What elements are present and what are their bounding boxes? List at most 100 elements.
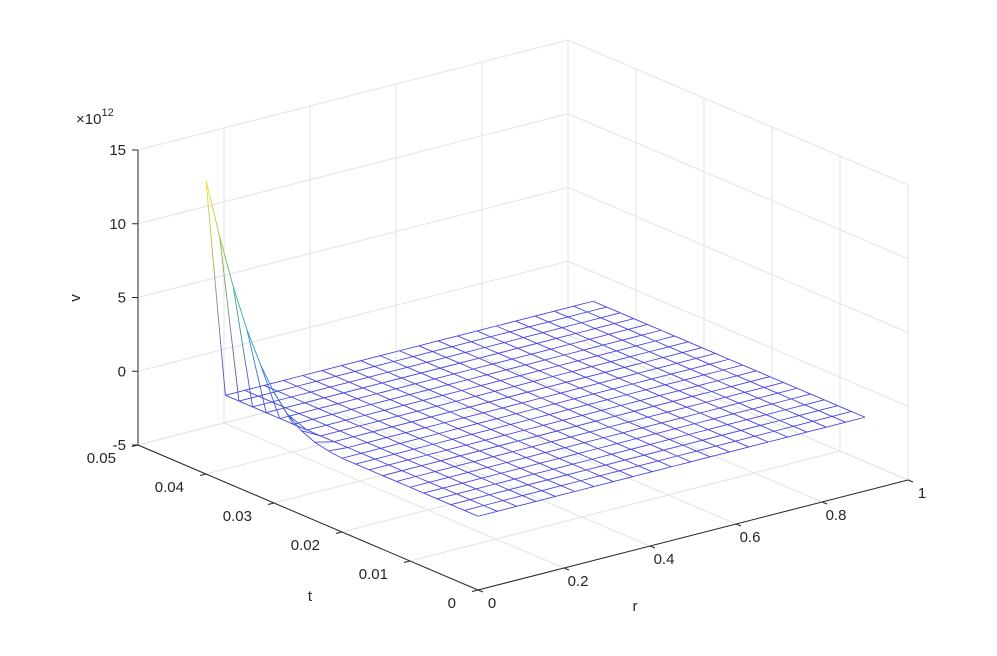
mesh-segment [571,366,592,372]
mesh-segment [514,473,535,480]
mesh-segment [341,452,362,459]
mesh-segment [428,384,449,391]
mesh-segment [533,376,553,382]
mesh-segment [556,338,571,345]
mesh-segment [500,375,520,382]
mesh-segment [665,384,679,392]
grid-line [341,421,773,533]
mesh-segment [334,436,354,443]
mesh-segment [397,415,412,423]
mesh-segment [727,419,747,426]
mesh-segment [536,338,557,344]
mesh-segment [752,408,767,416]
mesh-segment [401,372,422,379]
mesh-segment [440,455,461,462]
mesh-segment [351,409,366,416]
mesh-segment [407,459,422,467]
mesh-segment [355,458,376,465]
mesh-segment [368,371,389,378]
mesh-segment [277,390,292,398]
mesh-segment [372,426,393,433]
mesh-segment [450,406,470,413]
mesh-segment [324,392,344,399]
mesh-segment [614,318,634,325]
mesh-segment [522,495,537,502]
mesh-segment [599,470,620,477]
mesh-segment [688,429,709,435]
mesh-segment [442,487,457,495]
mesh-segment [701,347,716,354]
mesh-segment [380,442,401,449]
mesh-segment [568,404,588,411]
mesh-segment [591,366,606,373]
mesh-segment [399,438,420,444]
mesh-segment [644,449,664,456]
mesh-segment [471,433,486,441]
mesh-segment [671,461,691,468]
mesh-segment [599,475,614,483]
mesh-segment [574,393,594,400]
grid-line [409,450,841,562]
mesh-segment [495,478,515,485]
mesh-segment [521,402,536,410]
mesh-segment [593,393,608,401]
mesh-segment [612,388,627,396]
mesh-segment [357,393,377,400]
mesh-segment [219,236,234,287]
mesh-segment [446,449,461,457]
mesh-segment [531,446,546,454]
mesh-segment [680,412,701,419]
mesh-segment [587,311,602,319]
x-axis-label: r [633,598,638,615]
mesh-segment [635,345,650,353]
mesh-segment [730,381,751,387]
mesh-segment [760,420,780,426]
mesh-segment [219,236,240,402]
mesh-segment [742,364,757,372]
mesh-segment [758,397,773,405]
mesh-segment [444,417,464,424]
mesh-segment [818,410,833,417]
mesh-segment [450,411,465,419]
mesh-segment [488,396,509,403]
mesh-segment [661,417,682,424]
mesh-segment [548,316,569,323]
mesh-segment [702,439,717,447]
mesh-segment [580,475,600,482]
x-tick [477,589,484,593]
mesh-segment [614,323,629,330]
mesh-segment [574,486,595,492]
mesh-segment [529,321,549,328]
mesh-segment [715,445,730,453]
mesh-segment [552,376,567,383]
mesh-segment [523,429,538,437]
mesh-segment [655,335,675,342]
mesh-segment [551,441,565,449]
mesh-segment [733,408,753,415]
mesh-segment [738,402,753,410]
mesh-segment [273,392,288,415]
mesh-segment [620,405,635,412]
mesh-segment [412,351,433,357]
mesh-segment [475,483,496,490]
mesh-segment [345,419,360,427]
mesh-segment [578,453,593,460]
mesh-segment [659,390,679,397]
mesh-segment [362,387,377,395]
mesh-segment [806,426,827,433]
mesh-segment [510,424,525,431]
mesh-segment [293,423,308,431]
grid-line [137,260,569,372]
mesh-segment [506,369,520,377]
mesh-segment [409,394,424,401]
mesh [205,180,866,517]
mesh-segment [639,400,654,407]
mesh-segment [424,427,439,434]
mesh-segment [442,390,462,396]
mesh-segment [754,430,775,437]
mesh-segment [452,438,467,446]
mesh-segment [705,401,720,409]
mesh-segment [450,499,471,506]
mesh-segment [564,354,579,362]
mesh-segment [810,393,825,401]
